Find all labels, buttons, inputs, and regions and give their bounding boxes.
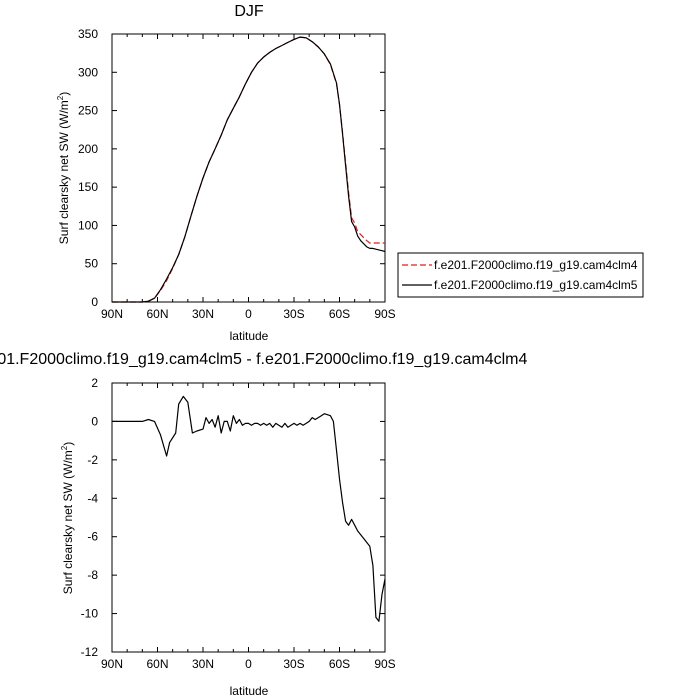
top-y-label-main: Surf clearsky net SW (W/m [57, 100, 71, 244]
bottom-ytick-label: -2 [87, 453, 98, 467]
bottom-xtick-label: 90S [374, 657, 395, 671]
top-xtick-label: 90N [101, 307, 123, 321]
bottom-y-axis-label: Surf clearsky net SW (W/m2) [60, 442, 75, 594]
top-y-axis-label: Surf clearsky net SW (W/m2) [56, 92, 71, 244]
bottom-series-line-0 [112, 395, 386, 622]
bottom-y-label-main: Surf clearsky net SW (W/m [61, 450, 75, 594]
bottom-ytick-label: -4 [87, 491, 98, 505]
bottom-xtick-label: 60N [146, 657, 168, 671]
top-xtick-label: 0 [245, 307, 252, 321]
bottom-y-label-end: ) [61, 442, 75, 446]
bottom-xtick-label: 60S [329, 657, 350, 671]
top-ytick-label: 0 [91, 295, 98, 309]
bottom-ytick-label: 2 [91, 376, 98, 390]
bottom-xtick-label: 0 [245, 657, 252, 671]
top-ytick-label: 150 [78, 180, 98, 194]
top-xtick-label: 60S [329, 307, 350, 321]
bottom-ytick-label: -12 [81, 645, 99, 659]
top-ytick-label: 250 [78, 104, 98, 118]
top-ytick-label: 200 [78, 142, 98, 156]
top-xtick-label: 90S [374, 307, 395, 321]
bottom-axis-ticks: 90N 60N 30N 0 30S 60S 90S 2 0 -2 -4 -6 -8 -10 -12 [81, 376, 396, 671]
top-ytick-label: 350 [78, 27, 98, 41]
top-x-axis-label: latitude [230, 329, 269, 343]
top-ytick-label: 50 [85, 257, 99, 271]
legend: f.e201.F2000climo.f19_g19.cam4clm4 f.e20… [397, 252, 644, 298]
top-ytick-label: 100 [78, 218, 98, 232]
top-series-group [112, 36, 386, 303]
bottom-y-label-sup: 2 [60, 445, 69, 450]
bottom-ytick-label: -10 [81, 607, 99, 621]
top-xtick-label: 30S [283, 307, 304, 321]
legend-label-clm5: f.e201.F2000climo.f19_g19.cam4clm5 [434, 278, 638, 292]
top-series-line-1 [112, 36, 386, 303]
panel-top: DJF 90N 60N 30N 0 30S 60S 90S 0 50 100 150 200 250 30… [56, 3, 644, 343]
bottom-ytick-label: 0 [91, 414, 98, 428]
top-chart-title: DJF [234, 3, 264, 20]
top-axis-ticks: 90N 60N 30N 0 30S 60S 90S 0 50 100 150 200 250 300 350 [78, 27, 396, 321]
bottom-series-group [112, 395, 386, 622]
bottom-ytick-label: -6 [87, 530, 98, 544]
bottom-chart-title: f.e201.F2000climo.f19_g19.cam4clm5 - f.e… [0, 351, 527, 368]
bottom-xtick-label: 90N [101, 657, 123, 671]
top-y-label-sup: 2 [56, 95, 65, 100]
bottom-ytick-label: -8 [87, 568, 98, 582]
top-xtick-label: 60N [146, 307, 168, 321]
top-xtick-label: 30N [192, 307, 214, 321]
bottom-x-axis-label: latitude [230, 684, 269, 698]
top-plot-frame [111, 33, 386, 303]
bottom-xtick-label: 30S [283, 657, 304, 671]
bottom-xtick-label: 30N [192, 657, 214, 671]
top-y-label-end: ) [57, 92, 71, 96]
legend-box [397, 252, 644, 298]
legend-label-clm4: f.e201.F2000climo.f19_g19.cam4clm4 [434, 258, 638, 272]
panel-bottom: f.e201.F2000climo.f19_g19.cam4clm5 - f.e… [0, 351, 527, 698]
top-ytick-label: 300 [78, 65, 98, 79]
